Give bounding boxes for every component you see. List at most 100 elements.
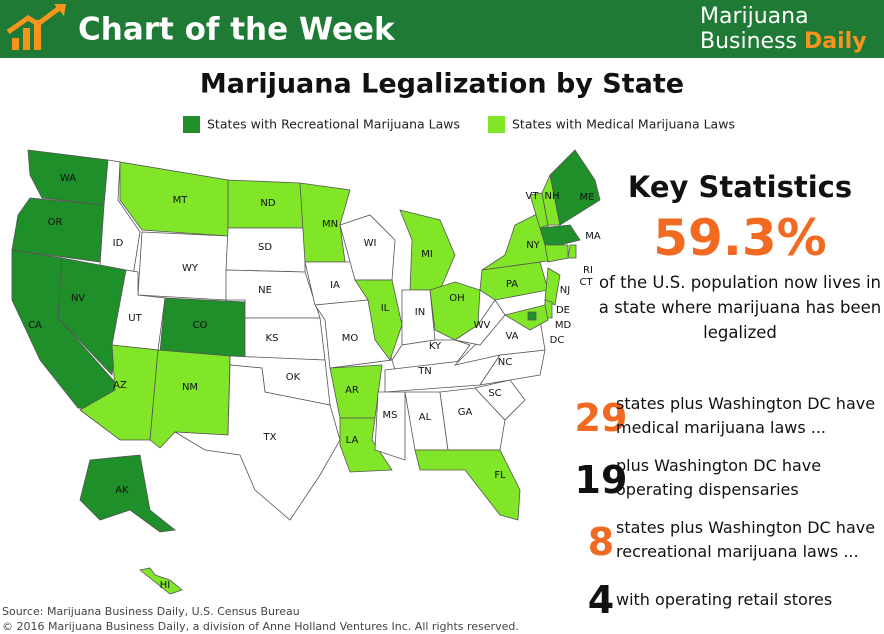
state <box>374 391 406 461</box>
state-label: ME <box>580 192 595 203</box>
stat-text: plus Washington DC have operating dispen… <box>616 456 822 499</box>
stat-number: 29 <box>574 396 628 440</box>
brand-word: Business <box>700 29 797 54</box>
state-label: GA <box>458 407 473 418</box>
legend-label: States with Recreational Marijuana Laws <box>207 117 460 132</box>
brand-line1: Marijuana <box>700 4 809 29</box>
state <box>479 261 549 301</box>
header-title: Chart of the Week <box>78 12 396 48</box>
map-title: Marijuana Legalization by State <box>200 69 684 100</box>
state-label: OR <box>48 217 63 228</box>
stat-item: 29 states plus Washington DC have medical… <box>566 390 884 446</box>
state-label: KS <box>266 333 279 344</box>
state-label: FL <box>494 470 506 481</box>
state-label: MO <box>342 333 359 344</box>
state <box>503 304 549 331</box>
state-label: WI <box>364 238 377 249</box>
copyright: © 2016 Marijuana Business Daily, a divis… <box>2 620 519 633</box>
state-label: AL <box>419 412 432 423</box>
state-label: TX <box>263 432 277 443</box>
state-label: NJ <box>560 285 570 296</box>
state-label: SD <box>258 242 272 253</box>
stat-item: 8 states plus Washington DC have recreati… <box>566 514 884 570</box>
state <box>539 224 581 246</box>
state-label: AK <box>115 485 129 496</box>
state-label: WA <box>60 173 76 184</box>
state-label: DE <box>556 305 570 316</box>
state-label: NY <box>526 240 540 251</box>
state-label: PA <box>506 279 518 290</box>
state-label: NM <box>182 382 198 393</box>
state <box>439 387 506 451</box>
state-label: MT <box>173 195 189 206</box>
brand-line2: Business Daily <box>700 29 867 54</box>
map: WA OR CA NV ID MT WY UT CO AZ NM ND SD NE KS OK TX MN IA MO… <box>11 149 601 595</box>
state-label: NH <box>545 191 560 202</box>
state-label: CT <box>579 277 593 288</box>
state-label: NC <box>498 357 512 368</box>
source: Source: Marijuana Business Daily, U.S. C… <box>2 605 300 618</box>
state-label: TN <box>417 366 432 377</box>
state-label: VA <box>505 331 518 342</box>
stat-text: states plus Washington DC have medical m… <box>616 394 876 437</box>
state-label: MN <box>322 219 338 230</box>
state <box>339 417 393 473</box>
state <box>549 149 601 226</box>
state-label: NE <box>258 285 272 296</box>
stat-text: with operating retail stores <box>616 590 833 609</box>
state-label: VT <box>526 191 540 202</box>
brand-accent: Daily <box>804 29 867 54</box>
state <box>527 311 537 321</box>
state-label: NV <box>71 293 85 304</box>
stat-item: 19 plus Washington DC have operating disp… <box>566 452 884 508</box>
state-label: MD <box>555 320 572 331</box>
state-label: SC <box>488 388 501 399</box>
state-label: ND <box>260 198 275 209</box>
state <box>453 299 506 346</box>
state-label: IN <box>415 307 425 318</box>
stats-title: Key Statistics <box>627 170 853 204</box>
state <box>544 244 569 263</box>
stat-number: 8 <box>587 520 615 564</box>
state-label: HI <box>160 580 170 591</box>
stats-headline: 59.3% <box>653 209 827 267</box>
state-label: LA <box>346 435 359 446</box>
state <box>244 317 326 361</box>
state-label: AZ <box>113 380 127 391</box>
state <box>299 182 351 263</box>
state-label: WY <box>182 263 199 274</box>
state-label: ID <box>113 238 124 249</box>
state-label: IL <box>381 303 390 314</box>
state-label: IA <box>330 280 340 291</box>
state-label: UT <box>128 313 142 324</box>
state <box>354 279 403 361</box>
state <box>11 197 105 263</box>
state <box>474 379 526 421</box>
stat-number: 19 <box>574 458 628 502</box>
state <box>119 161 229 237</box>
state-label: WV <box>474 320 491 331</box>
legend-label: States with Medical Marijuana Laws <box>512 117 735 132</box>
state-label: MS <box>383 410 398 421</box>
state <box>544 267 561 306</box>
state <box>79 454 176 533</box>
stat-number: 4 <box>587 578 615 622</box>
state <box>479 349 546 386</box>
state <box>567 244 577 259</box>
footer: Source: Marijuana Business Daily, U.S. C… <box>2 604 519 634</box>
state <box>414 449 521 521</box>
stat-item: 4 with operating retail stores <box>566 572 884 628</box>
state <box>174 364 341 521</box>
state-label: KY <box>429 341 442 352</box>
state <box>27 149 109 206</box>
logo-icon <box>6 4 66 50</box>
legend-swatch <box>183 116 200 133</box>
state-label: RI <box>583 265 593 276</box>
state-label: OH <box>449 293 464 304</box>
state-label: MI <box>421 249 433 260</box>
stat-text: states plus Washington DC have recreatio… <box>616 518 876 561</box>
state-label: AR <box>345 385 359 396</box>
stats-headline-text: of the U.S. population now lives in a st… <box>598 273 882 342</box>
